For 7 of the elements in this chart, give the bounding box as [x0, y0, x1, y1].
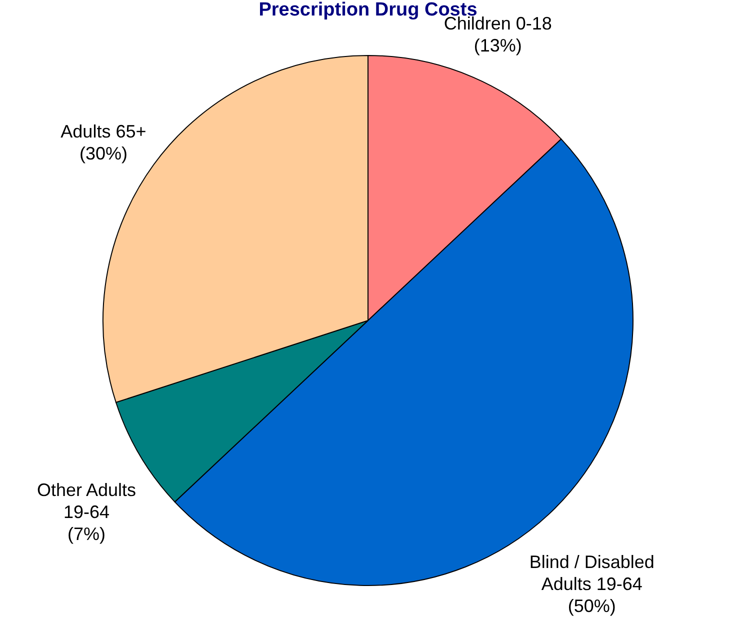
- slice-label: Blind / Disabled Adults 19-64: [529, 552, 654, 594]
- data-label: (50%): [568, 596, 616, 616]
- slice-label: Other Adults 19-64: [37, 480, 136, 522]
- data-label: (7%): [68, 524, 106, 544]
- data-label: (30%): [79, 143, 128, 164]
- slice-label: Adults 65+: [60, 121, 146, 142]
- data-label: (13%): [474, 35, 522, 56]
